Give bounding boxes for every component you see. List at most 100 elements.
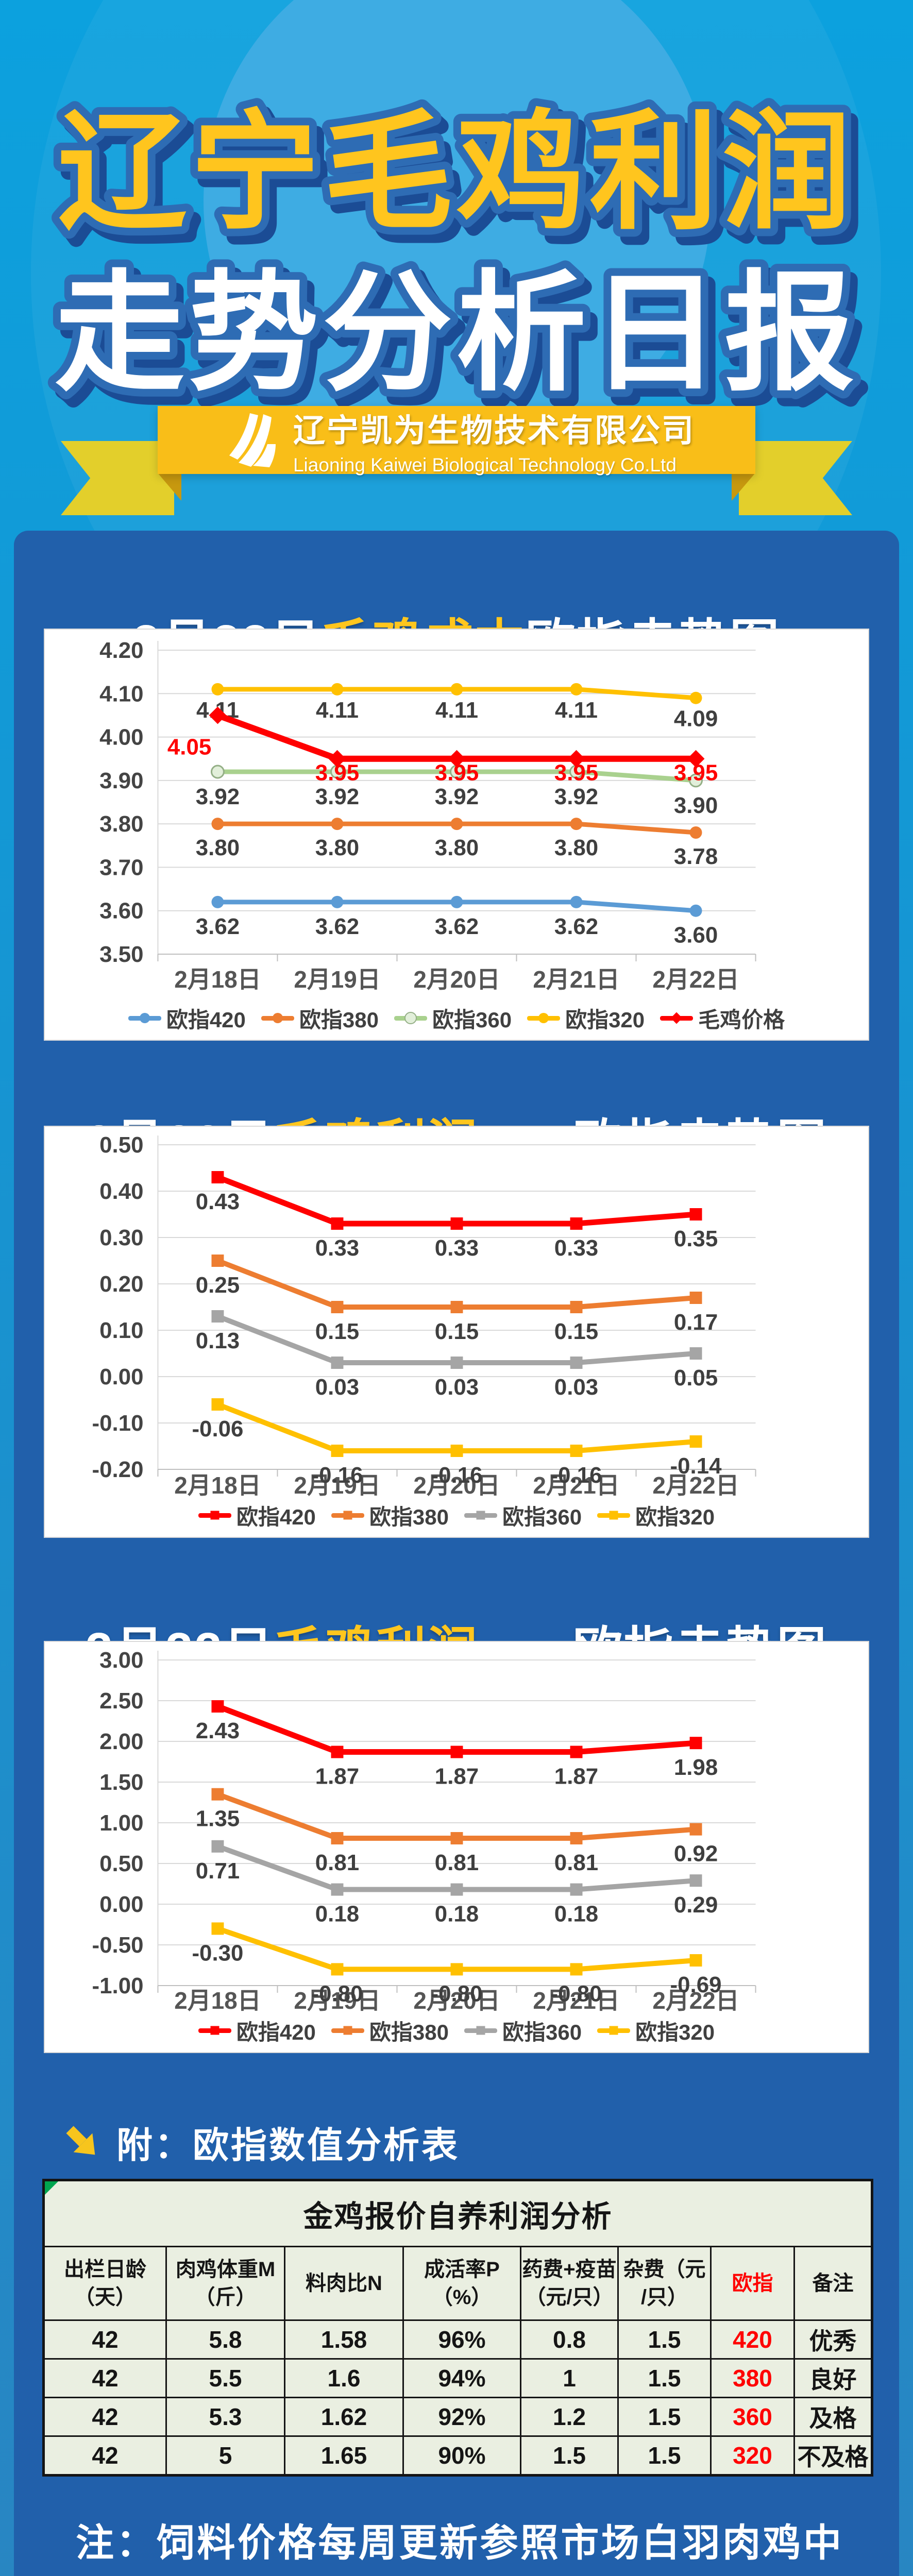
svg-text:0.35: 0.35 [674,1226,718,1251]
svg-text:4.11: 4.11 [316,698,359,723]
legend-marker [464,2026,497,2035]
svg-text:0.43: 0.43 [196,1189,240,1214]
col-header-fcr: 料肉比N [284,2246,404,2321]
background-egg-shape [204,0,711,464]
cell-remark: 及格 [793,2397,873,2437]
svg-text:-0.80: -0.80 [431,1981,482,2006]
svg-text:-1.00: -1.00 [92,1973,143,1998]
company-logo-icon [229,413,276,467]
svg-text:3.95: 3.95 [435,760,479,786]
svg-text:3.62: 3.62 [554,914,598,939]
svg-text:3.95: 3.95 [315,760,359,786]
svg-text:3.92: 3.92 [554,784,598,809]
svg-text:0.03: 0.03 [315,1375,359,1400]
main-panel: 2月22日毛鸡成本欧指走势图 4.204.104.003.903.803.703… [14,531,899,2576]
company-name-cn: 辽宁凯为生物技术有限公司 [293,413,695,449]
svg-text:0.13: 0.13 [196,1328,240,1353]
cell: 1.65 [284,2435,404,2476]
legend-item-欧指360: 欧指360 [464,2015,582,2046]
svg-text:3.70: 3.70 [99,855,143,880]
svg-text:0.40: 0.40 [99,1179,143,1204]
legend-marker-shape [272,1013,283,1023]
svg-text:-0.50: -0.50 [92,1933,143,1958]
legend-marker [261,1013,294,1023]
svg-text:2月18日: 2月18日 [174,966,261,993]
table-row: 42 5 1.65 90% 1.5 1.5 320 不及格 [43,2435,873,2476]
legend-marker-shape [343,2026,352,2035]
svg-text:3.90: 3.90 [674,793,718,818]
svg-text:3.92: 3.92 [315,784,359,809]
main-title-line1: 辽宁毛鸡利润 辽宁毛鸡利润 [50,93,866,260]
svg-text:0.03: 0.03 [435,1375,479,1400]
legend-marker [527,1013,561,1023]
svg-text:0.05: 0.05 [674,1365,718,1391]
svg-text:-0.69: -0.69 [670,1972,722,1997]
svg-text:2月21日: 2月21日 [533,1472,619,1497]
svg-text:0.29: 0.29 [674,1892,718,1918]
cell-remark: 不及格 [793,2435,873,2476]
svg-text:2月18日: 2月18日 [174,1987,261,2012]
chart-card-profit-bird: 3.00 2.50 2.00 1.50 1.00 0.50 0.00 -0.50 -1.00 2月… [44,1641,869,2053]
cell: 1.5 [617,2435,712,2476]
cell: 42 [43,2435,167,2476]
svg-text:4.09: 4.09 [674,706,718,732]
table-row: 42 5.3 1.62 92% 1.2 1.5 360 及格 [43,2397,873,2437]
legend-label: 欧指380 [299,1007,379,1032]
svg-text:2.50: 2.50 [99,1688,143,1714]
col-header-remark: 备注 [793,2246,873,2321]
svg-text:-0.80: -0.80 [311,1981,363,2006]
legend-label: 毛鸡价格 [698,1007,785,1032]
chart-card-cost: 4.20 4.10 4.00 3.90 3.80 3.70 3.60 3.50 2月18日 2月1… [44,629,869,1041]
company-name-en: Liaoning Kaiwei Biological Technology Co… [293,454,677,476]
legend-marker-shape [404,1012,417,1024]
legend-marker-shape [609,2026,618,2035]
cell-remark: 良好 [793,2358,873,2398]
svg-text:3.60: 3.60 [99,899,143,924]
legend-label: 欧指320 [565,1007,645,1032]
legend-label: 欧指360 [502,2020,582,2044]
svg-text:3.90: 3.90 [99,768,143,793]
legend-marker-shape [609,1511,618,1520]
legend-item-欧指380: 欧指380 [261,1003,379,1034]
profit-jin-chart-svg: 0.50 0.40 0.30 0.20 0.10 0.00 -0.10 -0.20 2月18日 2… [92,1132,756,1497]
legend-marker [198,1511,231,1520]
legend-item-欧指320: 欧指320 [597,2015,715,2046]
legend-label: 欧指380 [369,1504,449,1529]
legend-marker [198,2026,231,2035]
cell: 5.3 [165,2397,285,2437]
svg-text:0.15: 0.15 [435,1319,479,1344]
cell: 42 [43,2319,167,2360]
legend-item-欧指380: 欧指380 [331,2015,449,2046]
svg-text:3.95: 3.95 [554,760,598,786]
cell: 1.5 [520,2435,619,2476]
svg-text:2月19日: 2月19日 [294,966,380,993]
svg-text:4.11: 4.11 [435,698,478,723]
cell: 1.58 [284,2319,404,2360]
svg-text:-0.16: -0.16 [431,1463,482,1488]
svg-text:2月20日: 2月20日 [413,1987,500,2012]
legend-label: 欧指320 [635,2020,715,2044]
svg-text:0.81: 0.81 [315,1850,359,1875]
cell: 1.5 [617,2319,712,2360]
svg-text:-0.16: -0.16 [551,1463,602,1488]
legend-item-欧指420: 欧指420 [198,1500,316,1531]
svg-text:2.00: 2.00 [99,1729,143,1754]
svg-text:3.60: 3.60 [674,923,718,948]
analysis-table-wrap: 金鸡报价自养利润分析 出栏日龄 （天） 肉鸡体重M （斤） 料肉比N 成活率P … [42,2179,874,2477]
footnote: 注：饲料价格每周更新参照市场白羽肉鸡中档饲料价格，雏价和毛鸡价参照金鸡报价沈阳高… [76,2521,842,2564]
cell: 1.5 [617,2358,712,2398]
svg-text:2月20日: 2月20日 [413,966,500,993]
table-header-row: 出栏日龄 （天） 肉鸡体重M （斤） 料肉比N 成活率P （%） 药费+疫苗 （… [43,2246,873,2321]
cell: 1.2 [520,2397,619,2437]
svg-text:-0.16: -0.16 [311,1463,363,1488]
attach-row: 附：欧指数值分析表 [63,2116,460,2168]
svg-text:1.87: 1.87 [435,1764,479,1789]
svg-text:3.00: 3.00 [99,1648,143,1673]
legend-marker-shape [343,1511,352,1520]
legend-marker [331,2026,364,2035]
svg-text:0.00: 0.00 [99,1892,143,1917]
cell: 96% [402,2319,521,2360]
cell-euro-index: 360 [710,2397,795,2437]
svg-text:3.92: 3.92 [196,784,240,809]
svg-text:-0.14: -0.14 [670,1453,722,1479]
